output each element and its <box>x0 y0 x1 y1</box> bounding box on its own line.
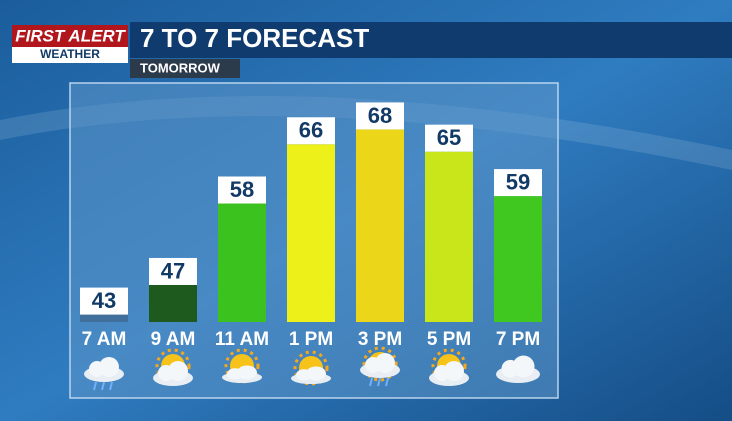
value-box <box>494 169 542 197</box>
logo-top: FIRST ALERT <box>15 26 126 45</box>
subtitle-bar <box>130 59 240 78</box>
x-tick-label: 3 PM <box>358 329 402 350</box>
x-tick-label: 5 PM <box>427 329 471 350</box>
title: 7 TO 7 FORECAST <box>140 23 369 53</box>
x-tick-label: 7 PM <box>496 329 540 350</box>
bar <box>356 129 404 322</box>
logo-bottom: WEATHER <box>40 47 100 61</box>
value-box <box>425 124 473 152</box>
value-label: 43 <box>92 288 116 313</box>
bar <box>218 203 266 322</box>
x-tick-label: 7 AM <box>82 329 127 350</box>
value-label: 65 <box>437 125 461 150</box>
value-box <box>218 176 266 204</box>
logo-red <box>12 25 128 47</box>
x-tick-label: 11 AM <box>215 329 269 350</box>
bar <box>149 284 197 322</box>
value-box <box>356 102 404 130</box>
bar <box>80 314 128 322</box>
value-label: 68 <box>368 103 392 128</box>
bar <box>287 144 335 322</box>
title-bar <box>130 22 732 58</box>
value-label: 58 <box>230 177 254 202</box>
value-box <box>287 117 335 145</box>
value-box <box>149 257 197 285</box>
bar <box>494 196 542 322</box>
value-label: 59 <box>506 169 530 194</box>
subtitle: TOMORROW <box>140 60 221 75</box>
x-tick-label: 9 AM <box>151 329 196 350</box>
value-box <box>80 287 128 315</box>
bar <box>425 151 473 322</box>
value-label: 66 <box>299 118 323 143</box>
x-tick-label: 1 PM <box>289 329 333 350</box>
value-label: 47 <box>161 258 185 283</box>
